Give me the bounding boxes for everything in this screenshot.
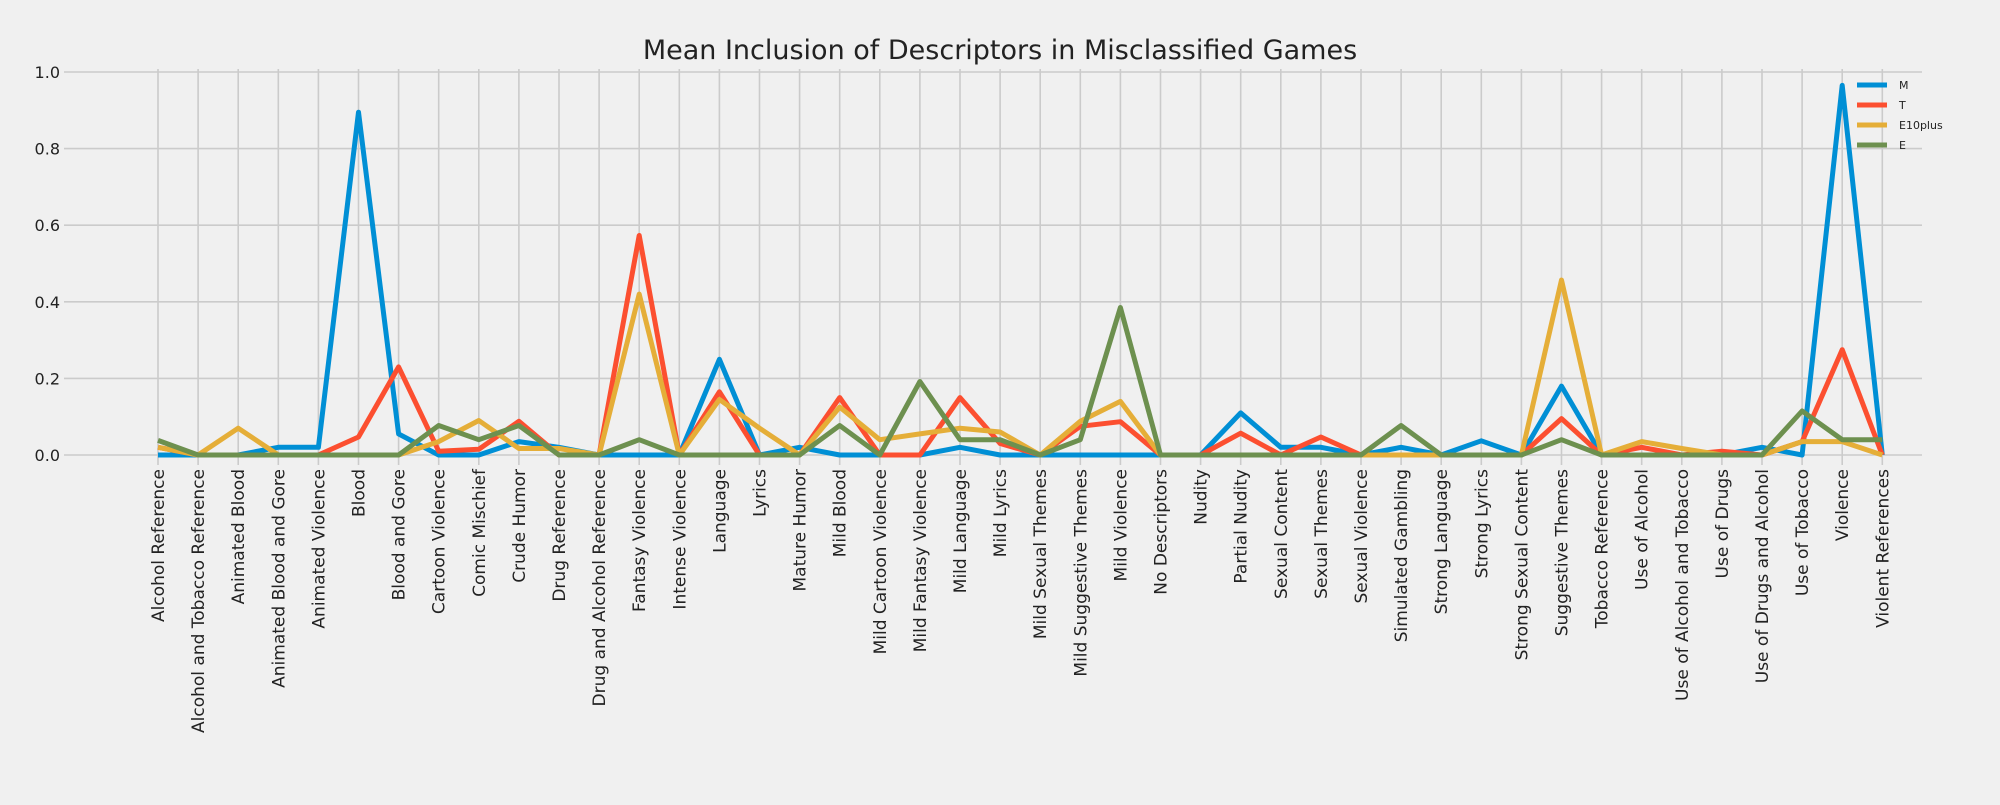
series-line-t <box>157 233 1885 458</box>
x-tick-label: Mild Language <box>951 469 971 593</box>
x-tick-label: Intense Violence <box>670 469 690 610</box>
x-tick-label: Language <box>710 469 730 553</box>
grid-lines <box>64 69 1922 465</box>
x-tick-label: Mild Cartoon Violence <box>871 469 891 654</box>
x-tick-label: Mild Sexual Themes <box>1031 469 1051 639</box>
x-tick-label: Blood <box>350 469 370 517</box>
series-line-e <box>157 305 1883 458</box>
x-tick-label: Use of Alcohol and Tobacco <box>1673 469 1693 701</box>
x-tick-label: Use of Drugs and Alcohol <box>1753 469 1773 683</box>
x-tick-label: Fantasy Violence <box>630 469 650 612</box>
x-tick-label: Strong Sexual Content <box>1512 469 1532 661</box>
x-tick-label: Cartoon Violence <box>430 469 450 614</box>
x-tick-label: Crude Humor <box>510 469 530 583</box>
legend-label-m: M <box>1899 79 1909 92</box>
legend-label-t: T <box>1898 99 1906 112</box>
x-tick-label: Strong Lyrics <box>1472 469 1492 578</box>
y-tick-label: 1.0 <box>35 63 60 82</box>
x-tick-label: Mild Blood <box>831 469 851 557</box>
x-axis-tick-labels: Alcohol Reference Alcohol and Tobacco Ref… <box>149 468 1893 733</box>
y-tick-label: 0.8 <box>35 140 60 159</box>
y-axis-tick-labels: 0.0 0.2 0.4 0.6 0.8 1.0 <box>35 63 60 465</box>
x-tick-label: Tobacco Reference <box>1593 469 1613 629</box>
y-tick-label: 0.4 <box>35 293 60 312</box>
x-tick-label: Use of Drugs <box>1713 469 1733 579</box>
y-tick-label: 0.2 <box>35 369 60 388</box>
x-tick-label: Blood and Gore <box>390 469 410 600</box>
x-tick-label: Violent References <box>1873 469 1893 628</box>
x-tick-label: Partial Nudity <box>1232 469 1252 584</box>
x-tick-label: Mild Violence <box>1111 469 1131 581</box>
x-tick-label: Sexual Themes <box>1312 469 1332 599</box>
x-tick-label: Suggestive Themes <box>1553 469 1573 636</box>
x-tick-label: Mature Humor <box>791 469 811 592</box>
x-tick-label: Animated Violence <box>309 469 329 629</box>
x-tick-label: Nudity <box>1192 469 1212 525</box>
x-tick-label: No Descriptors <box>1152 469 1172 595</box>
x-tick-label: Violence <box>1833 469 1853 541</box>
y-tick-label: 0.0 <box>35 446 60 465</box>
x-tick-label: Sexual Violence <box>1352 469 1372 603</box>
x-tick-label: Mild Fantasy Violence <box>911 469 931 652</box>
x-tick-label: Drug Reference <box>550 469 570 602</box>
x-tick-label: Mild Lyrics <box>991 469 1011 557</box>
x-tick-label: Simulated Gambling <box>1392 469 1412 642</box>
x-tick-label: Sexual Content <box>1272 469 1292 599</box>
x-tick-label: Alcohol and Tobacco Reference <box>189 469 209 733</box>
x-tick-label: Mild Suggestive Themes <box>1071 469 1091 677</box>
x-tick-label: Comic Mischief <box>470 468 490 597</box>
x-tick-label: Strong Language <box>1432 469 1452 614</box>
x-tick-label: Use of Alcohol <box>1633 469 1653 590</box>
chart-title: Mean Inclusion of Descriptors in Misclas… <box>643 35 1357 66</box>
legend: MT E10plus E <box>1857 79 1943 152</box>
x-tick-label: Drug and Alcohol Reference <box>590 469 610 706</box>
x-tick-label: Use of Tobacco <box>1793 469 1813 596</box>
y-tick-label: 0.6 <box>35 216 60 235</box>
x-tick-label: Animated Blood and Gore <box>269 469 289 688</box>
x-tick-label: Lyrics <box>751 469 771 517</box>
x-tick-label: Animated Blood <box>229 469 249 604</box>
legend-label-e10plus: E10plus <box>1899 119 1943 132</box>
legend-label-e: E <box>1899 139 1906 152</box>
series-lines <box>157 82 1885 458</box>
series-line-m <box>158 82 1885 458</box>
series-line-e10plus <box>157 277 1884 458</box>
x-tick-label: Alcohol Reference <box>149 469 169 622</box>
